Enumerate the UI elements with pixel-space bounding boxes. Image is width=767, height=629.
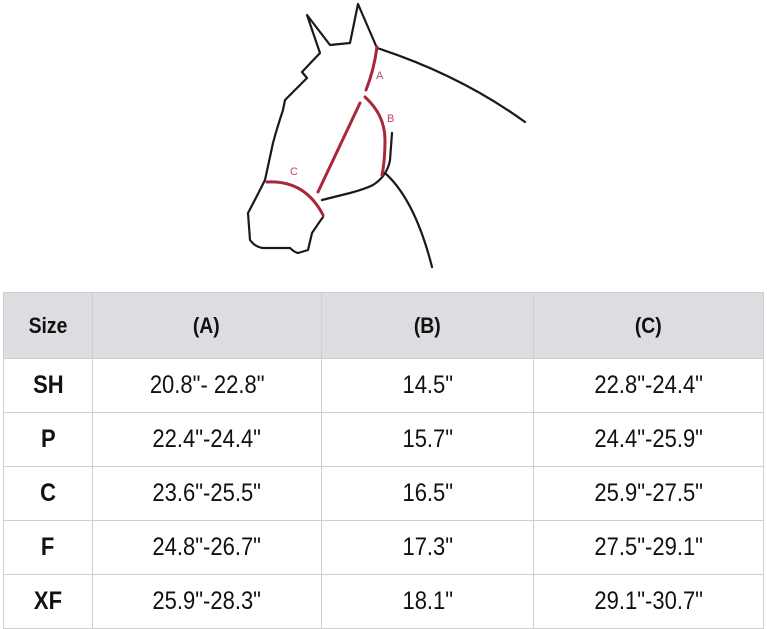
table-row: P 22.4"-24.4" 15.7" 24.4"-25.9" bbox=[3, 412, 764, 467]
header-label: (A) bbox=[193, 312, 221, 338]
cell-text: C bbox=[39, 479, 56, 507]
cell-text: 17.3" bbox=[402, 533, 453, 561]
cell-text: 22.4"-24.4" bbox=[152, 425, 262, 453]
cell-text: 29.1"-30.7" bbox=[594, 587, 703, 615]
cell-text: 25.9"-27.5" bbox=[594, 479, 703, 507]
cell-text: P bbox=[40, 425, 56, 453]
header-b: (B) bbox=[320, 292, 535, 359]
size-cell: P bbox=[3, 412, 93, 467]
size-cell: XF bbox=[3, 574, 93, 629]
cell-text: 18.1" bbox=[402, 587, 453, 615]
horse-head-diagram: A B C bbox=[246, 2, 527, 269]
header-label: (B) bbox=[413, 312, 441, 338]
measurement-cell: 29.1"-30.7" bbox=[533, 574, 764, 629]
cell-text: 15.7" bbox=[402, 425, 453, 453]
table-row: SH 20.8"- 22.8" 14.5" 22.8"-24.4" bbox=[3, 358, 764, 413]
header-row: Size (A) (B) (C) bbox=[3, 292, 764, 359]
label-b: B bbox=[387, 113, 394, 125]
header-label: Size bbox=[28, 312, 68, 338]
horse-head-outline bbox=[246, 2, 379, 255]
measure-line-a bbox=[364, 45, 379, 92]
label-c: C bbox=[290, 166, 298, 178]
measurement-cell: 15.7" bbox=[320, 412, 535, 467]
cell-text: 24.8"-26.7" bbox=[152, 533, 262, 561]
measurement-cell: 16.5" bbox=[320, 466, 535, 521]
measurement-cell: 22.4"-24.4" bbox=[91, 412, 322, 467]
header-size: Size bbox=[3, 292, 93, 359]
size-cell: SH bbox=[3, 358, 93, 413]
measurement-cell: 25.9"-27.5" bbox=[533, 466, 764, 521]
measure-line-cheek bbox=[316, 101, 362, 194]
measurement-cell: 22.8"-24.4" bbox=[533, 358, 764, 413]
measurement-cell: 14.5" bbox=[320, 358, 535, 413]
size-cell: F bbox=[3, 520, 93, 575]
measurement-cell: 25.9"-28.3" bbox=[91, 574, 322, 629]
header-label: (C) bbox=[635, 312, 663, 338]
cell-text: SH bbox=[32, 371, 64, 399]
cell-text: 25.9"-28.3" bbox=[152, 587, 262, 615]
measurement-cell: 23.6"-25.5" bbox=[91, 466, 322, 521]
cell-text: 16.5" bbox=[402, 479, 453, 507]
measurement-cell: 18.1" bbox=[320, 574, 535, 629]
cell-text: 22.8"-24.4" bbox=[594, 371, 703, 399]
measurement-cell: 27.5"-29.1" bbox=[533, 520, 764, 575]
header-c: (C) bbox=[533, 292, 764, 359]
measurement-cell: 24.8"-26.7" bbox=[91, 520, 322, 575]
cell-text: F bbox=[41, 533, 55, 561]
measurement-cell: 24.4"-25.9" bbox=[533, 412, 764, 467]
measurement-cell: 20.8"- 22.8" bbox=[91, 358, 322, 413]
table-row: XF 25.9"-28.3" 18.1" 29.1"-30.7" bbox=[3, 574, 764, 629]
horse-neck-bottom bbox=[383, 171, 434, 269]
cell-text: 24.4"-25.9" bbox=[594, 425, 703, 453]
cell-text: 14.5" bbox=[402, 371, 453, 399]
size-cell: C bbox=[3, 466, 93, 521]
label-a: A bbox=[376, 70, 384, 82]
horse-neck-top bbox=[375, 46, 527, 124]
cell-text: XF bbox=[33, 587, 63, 615]
measure-line-c bbox=[265, 180, 325, 217]
header-a: (A) bbox=[91, 292, 322, 359]
table-row: C 23.6"-25.5" 16.5" 25.9"-27.5" bbox=[3, 466, 764, 521]
cell-text: 27.5"-29.1" bbox=[594, 533, 703, 561]
horse-jaw-outline bbox=[320, 131, 394, 202]
cell-text: 20.8"- 22.8" bbox=[149, 371, 265, 399]
table-row: F 24.8"-26.7" 17.3" 27.5"-29.1" bbox=[3, 520, 764, 575]
measure-line-b bbox=[363, 95, 387, 177]
measurement-cell: 17.3" bbox=[320, 520, 535, 575]
cell-text: 23.6"-25.5" bbox=[152, 479, 262, 507]
size-chart-table: Size (A) (B) (C) SH 20.8"- 22.8" 14.5" 22.8… bbox=[3, 292, 764, 629]
